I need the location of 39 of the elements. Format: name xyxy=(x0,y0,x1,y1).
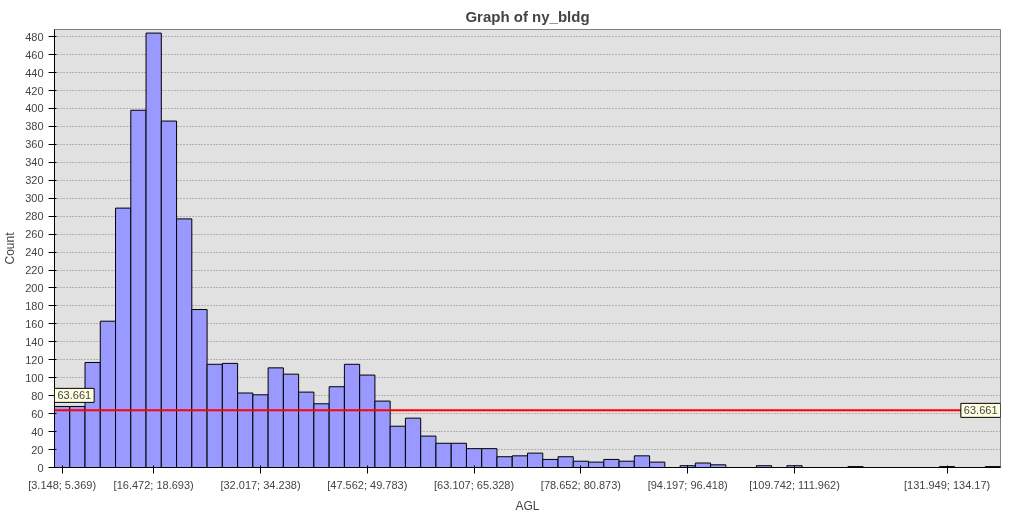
y-tick-label: 400 xyxy=(25,102,44,115)
y-tick-label: 0 xyxy=(37,461,44,474)
y-tick-label: 420 xyxy=(25,84,44,97)
y-tick-label: 240 xyxy=(25,246,44,259)
y-tick-label: 300 xyxy=(25,192,44,205)
ref-line-label: 63.661 xyxy=(963,404,998,417)
x-tick-label: [3.148; 5.369) xyxy=(28,478,97,491)
x-tick-label: [131.949; 134.17) xyxy=(903,478,991,491)
x-tick-label: [78.652; 80.873) xyxy=(540,478,621,491)
y-tick-label: 40 xyxy=(31,425,44,438)
y-tick-label: 200 xyxy=(25,281,44,294)
y-tick-label: 480 xyxy=(25,30,44,43)
y-tick-label: 220 xyxy=(25,264,44,277)
text: 63.661 xyxy=(57,389,92,402)
x-tick-label: [16.472; 18.693) xyxy=(113,478,194,491)
y-tick-label: 260 xyxy=(25,228,44,241)
y-tick-label: 140 xyxy=(25,335,44,348)
x-tick-label: [32.017; 34.238) xyxy=(220,478,301,491)
y-tick-label: 340 xyxy=(25,156,44,169)
x-tick-label: [47.562; 49.783) xyxy=(327,478,408,491)
y-tick-label: 460 xyxy=(25,48,44,61)
y-tick-label: 120 xyxy=(25,353,44,366)
y-tick-label: 160 xyxy=(25,317,44,330)
y-tick-label: 20 xyxy=(31,443,44,456)
y-tick-label: 60 xyxy=(31,407,44,420)
chart-title: Graph of ny_bldg xyxy=(465,7,590,25)
x-tick-label: [109.742; 111.962) xyxy=(749,478,840,491)
x-tick-label: [63.107; 65.328) xyxy=(434,478,515,491)
y-tick-label: 320 xyxy=(25,174,44,187)
x-tick-label: [94.197; 96.418) xyxy=(647,478,728,491)
y-tick-label: 440 xyxy=(25,66,44,79)
y-axis-title: Count xyxy=(3,231,18,265)
y-tick-label: 360 xyxy=(25,138,44,151)
y-tick-label: 180 xyxy=(25,299,44,312)
y-tick-label: 380 xyxy=(25,120,44,133)
y-tick-label: 80 xyxy=(31,389,44,402)
y-tick-label: 280 xyxy=(25,210,44,223)
x-axis-title: AGL xyxy=(515,498,540,513)
y-tick-label: 100 xyxy=(25,371,44,384)
